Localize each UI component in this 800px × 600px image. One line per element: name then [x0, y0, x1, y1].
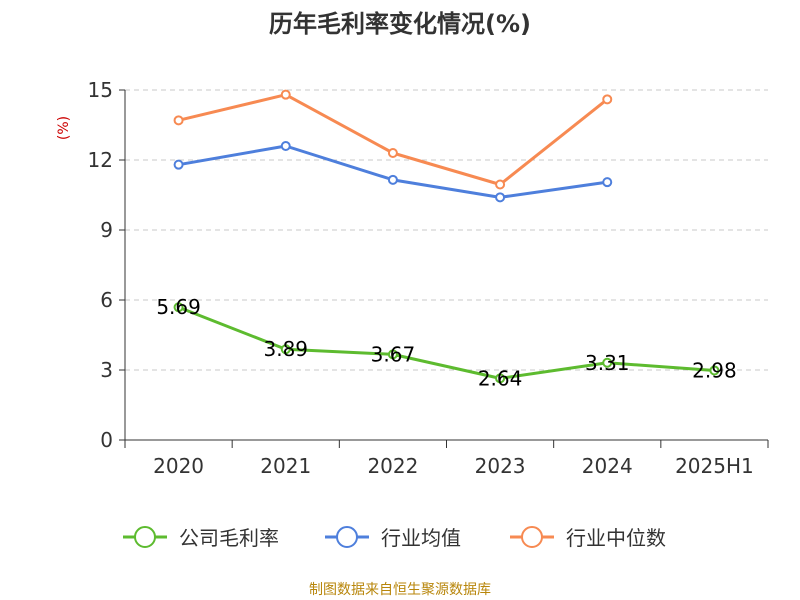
- series-lines: [173, 89, 720, 384]
- data-point: [602, 94, 613, 105]
- data-point: [280, 89, 291, 100]
- series-2: [173, 89, 613, 190]
- y-tick-label: 9: [100, 218, 113, 242]
- data-label: 2.64: [478, 366, 523, 390]
- legend-marker-icon: [521, 526, 543, 548]
- series-0: [173, 302, 720, 384]
- data-point: [173, 159, 184, 170]
- x-tick-label: 2024: [582, 454, 633, 478]
- data-label: 3.89: [263, 337, 308, 361]
- data-labels: 5.69 3.89 3.67 2.64 3.31 2.98: [156, 295, 736, 390]
- x-tick-label: 2022: [367, 454, 418, 478]
- data-point: [387, 174, 398, 185]
- legend-label: 行业中位数: [566, 526, 666, 550]
- legend-label: 公司毛利率: [179, 526, 279, 550]
- y-tick-label: 6: [100, 288, 113, 312]
- data-point: [602, 177, 613, 188]
- data-label: 3.31: [585, 351, 630, 375]
- data-label: 3.67: [371, 342, 416, 366]
- data-point: [173, 302, 184, 313]
- data-point: [387, 349, 398, 360]
- legend-item: 行业中位数: [510, 526, 666, 550]
- grid-lines: [125, 89, 768, 371]
- legend-marker-icon: [336, 526, 358, 548]
- y-tick-label: 0: [100, 428, 113, 452]
- data-point: [280, 141, 291, 151]
- series-line: [178, 93, 609, 186]
- series-line: [178, 305, 715, 380]
- y-tick-label: 12: [88, 148, 113, 172]
- data-point: [280, 344, 291, 355]
- legend: 公司毛利率 行业均值 行业中位数: [123, 526, 666, 550]
- data-point: [495, 179, 506, 190]
- y-tick-label: 15: [88, 78, 113, 102]
- legend-item: 行业均值: [325, 526, 461, 550]
- y-axis-unit-label: (%): [56, 116, 72, 140]
- x-tick-label: 2020: [153, 454, 204, 478]
- y-tick-label: 3: [100, 358, 113, 382]
- data-label: 5.69: [156, 295, 201, 319]
- x-tick-label: 2021: [260, 454, 311, 478]
- series-1: [173, 141, 613, 203]
- x-tick-label: 2025H1: [675, 454, 754, 478]
- legend-marker-icon: [134, 526, 156, 548]
- legend-label: 行业均值: [381, 526, 461, 550]
- data-point: [602, 357, 613, 368]
- data-point: [709, 365, 720, 376]
- data-point: [387, 148, 398, 158]
- axes: 0 3 6 9 12 15 2020 2021 2022 2023 2024 2025H1: [88, 78, 769, 478]
- source-note: 制图数据来自恒生聚源数据库: [309, 582, 491, 598]
- data-label: 2.98: [692, 358, 737, 382]
- data-point: [495, 373, 506, 384]
- legend-item: 公司毛利率: [123, 526, 279, 550]
- data-point: [173, 115, 184, 126]
- x-tick-label: 2023: [475, 454, 526, 478]
- data-point: [495, 192, 506, 203]
- chart-title: 历年毛利率变化情况(%): [269, 10, 531, 38]
